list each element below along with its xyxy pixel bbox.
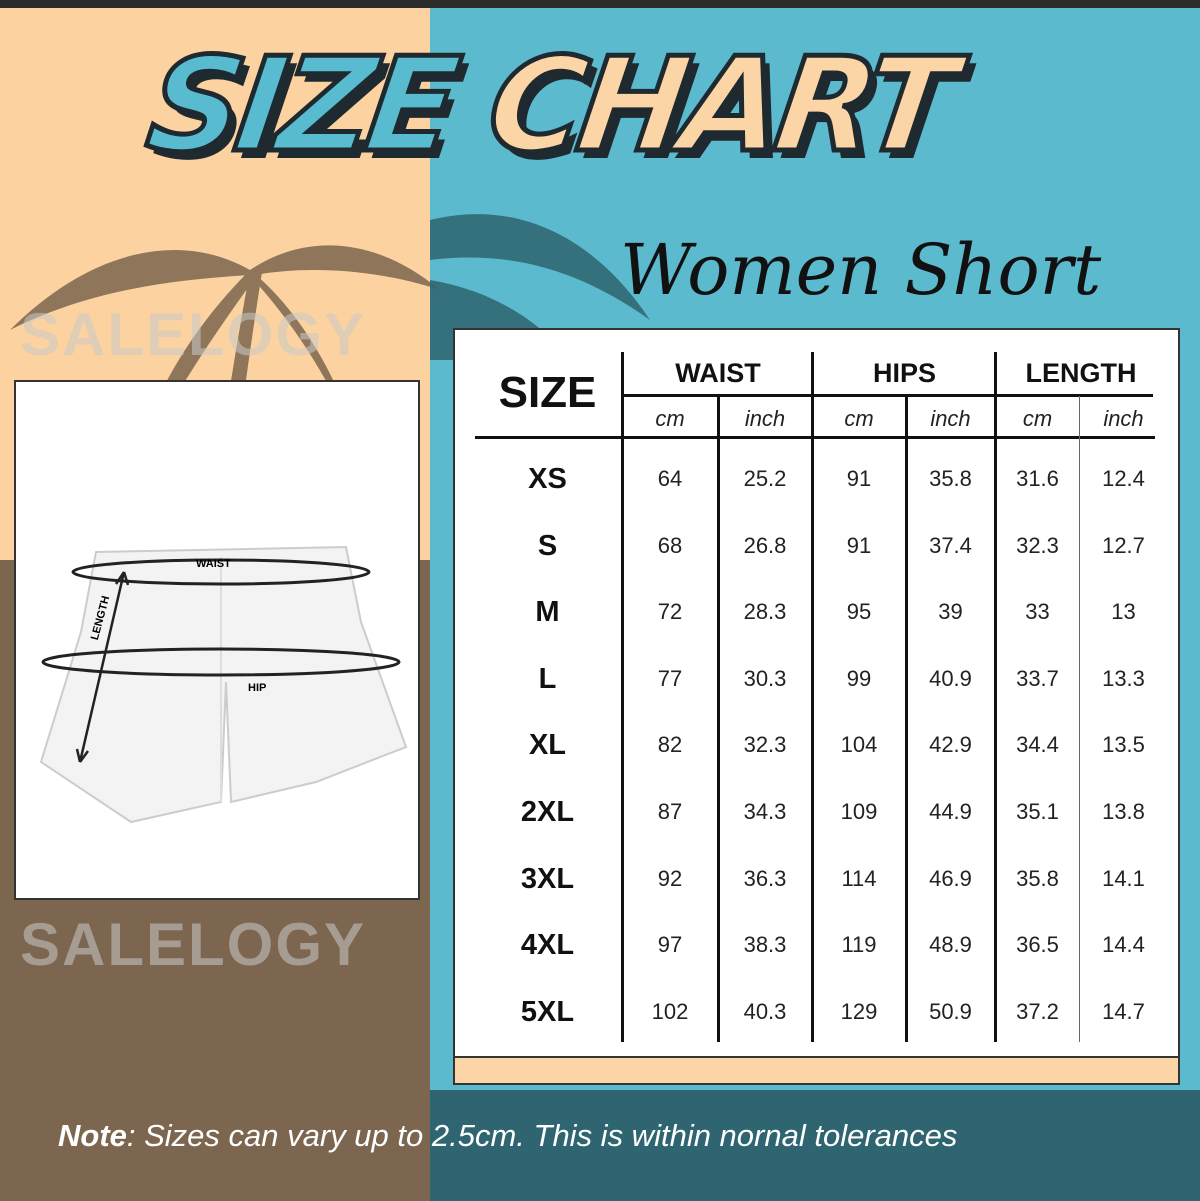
watermark: SALELOGY <box>20 301 367 368</box>
unit-header: cm <box>844 406 874 431</box>
table-cell: 34.4 <box>1016 732 1059 758</box>
title-chart: CHART <box>477 27 961 184</box>
divider <box>717 396 720 1042</box>
size-label: S <box>537 529 558 562</box>
table-cell: 26.8 <box>743 532 787 558</box>
table-cell: 33.7 <box>1016 665 1059 691</box>
size-label: L <box>538 662 557 695</box>
size-label: 3XL <box>520 862 575 895</box>
divider <box>905 396 908 1042</box>
table-cell: 37.2 <box>1016 998 1059 1024</box>
hip-label: HIP <box>248 682 267 694</box>
table-cell: 87 <box>657 799 683 824</box>
table-cell: 31.6 <box>1016 466 1059 491</box>
shorts-illustration <box>39 545 408 824</box>
table-cell: 72 <box>657 599 683 625</box>
size-header: SIZE <box>498 368 597 417</box>
size-label: XL <box>528 729 567 762</box>
divider <box>994 352 997 1042</box>
table-cell: 97 <box>657 932 683 958</box>
table-cell: 40.3 <box>743 998 787 1024</box>
table-cell: 37.4 <box>929 532 972 558</box>
watermark: SALELOGY <box>20 911 367 978</box>
table-cell: 13.8 <box>1102 799 1145 824</box>
table-cell: 38.3 <box>743 932 787 958</box>
table-cell: 102 <box>651 998 689 1024</box>
table-cell: 91 <box>846 532 872 558</box>
table-cell: 99 <box>846 665 872 691</box>
divider <box>811 352 814 1042</box>
size-label: 4XL <box>520 929 575 962</box>
table-cell: 129 <box>840 998 878 1024</box>
table-cell: 50.9 <box>929 998 972 1024</box>
table-cell: 13.3 <box>1102 665 1145 691</box>
note-text: : Sizes can vary up to 2.5cm. This is wi… <box>126 1118 958 1153</box>
table-cell: 13 <box>1111 599 1136 625</box>
table-cell: 48.9 <box>929 932 972 958</box>
table-cell: 34.3 <box>743 799 787 824</box>
product-diagram: WAIST HIP LENGTH <box>14 380 420 900</box>
table-cell: 114 <box>841 865 877 891</box>
size-label: M <box>535 596 560 629</box>
size-table: SIZE WAIST HIPS LENGTH cm inch cm inch cm inc… <box>453 328 1180 1058</box>
table-cell: 35.1 <box>1016 799 1059 824</box>
table-cell: 12.7 <box>1102 532 1145 558</box>
unit-header: inch <box>930 406 971 431</box>
table-cell: 82 <box>657 732 683 758</box>
table-cell: 28.3 <box>743 599 787 625</box>
table-cell: 119 <box>841 932 877 958</box>
divider <box>475 436 1155 439</box>
table-cell: 13.5 <box>1102 732 1145 758</box>
unit-header: cm <box>655 406 685 431</box>
unit-header: inch <box>744 406 786 431</box>
waist-label: WAIST <box>196 558 231 570</box>
table-cell: 95 <box>846 599 872 625</box>
table-cell: 40.9 <box>929 665 972 691</box>
unit-header: cm <box>1022 406 1053 431</box>
table-cell: 36.5 <box>1016 932 1059 958</box>
table-cell: 39 <box>938 599 963 625</box>
table-cell: 33 <box>1025 599 1050 625</box>
page-title: SIZE CHART <box>137 27 961 184</box>
table-cell: 42.9 <box>929 732 972 758</box>
table-cell: 32.3 <box>743 732 787 758</box>
unit-header: inch <box>1103 406 1144 431</box>
table-cell: 30.3 <box>743 665 787 691</box>
group-header-hips: HIPS <box>872 358 937 388</box>
size-label: 2XL <box>520 796 575 828</box>
table-cell: 77 <box>657 665 683 691</box>
subtitle: Women Short <box>620 229 1102 311</box>
table-cell: 64 <box>657 466 683 491</box>
table-cell: 46.9 <box>929 865 972 891</box>
table-cell: 25.2 <box>743 466 787 491</box>
table-cell: 109 <box>840 799 878 824</box>
divider <box>1079 396 1080 1042</box>
title-size: SIZE <box>137 27 464 184</box>
divider <box>623 394 1153 397</box>
background-dark-teal <box>430 1090 1200 1201</box>
peach-strip <box>453 1058 1180 1085</box>
group-header-waist: WAIST <box>675 358 761 388</box>
table-cell: 36.3 <box>743 865 787 891</box>
note: Note: Sizes can vary up to 2.5cm. This i… <box>58 1118 957 1154</box>
table-cell: 68 <box>657 532 683 558</box>
table-cell: 12.4 <box>1102 466 1145 491</box>
top-frame <box>0 0 1200 8</box>
table-cell: 104 <box>840 732 878 758</box>
table-cell: 91 <box>846 466 872 491</box>
table-cell: 35.8 <box>1016 865 1059 891</box>
table-cell: 92 <box>657 865 683 891</box>
divider <box>621 352 624 1042</box>
table-cell: 14.1 <box>1102 865 1145 891</box>
table-cell: 35.8 <box>929 466 972 491</box>
table-cell: 44.9 <box>929 799 972 824</box>
size-label: 5XL <box>520 995 575 1028</box>
note-label: Note <box>58 1118 127 1153</box>
table-cell: 14.4 <box>1102 932 1145 958</box>
size-label: XS <box>528 463 567 495</box>
table-cell: 32.3 <box>1016 532 1059 558</box>
group-header-length: LENGTH <box>1025 358 1137 388</box>
table-cell: 14.7 <box>1102 998 1145 1024</box>
